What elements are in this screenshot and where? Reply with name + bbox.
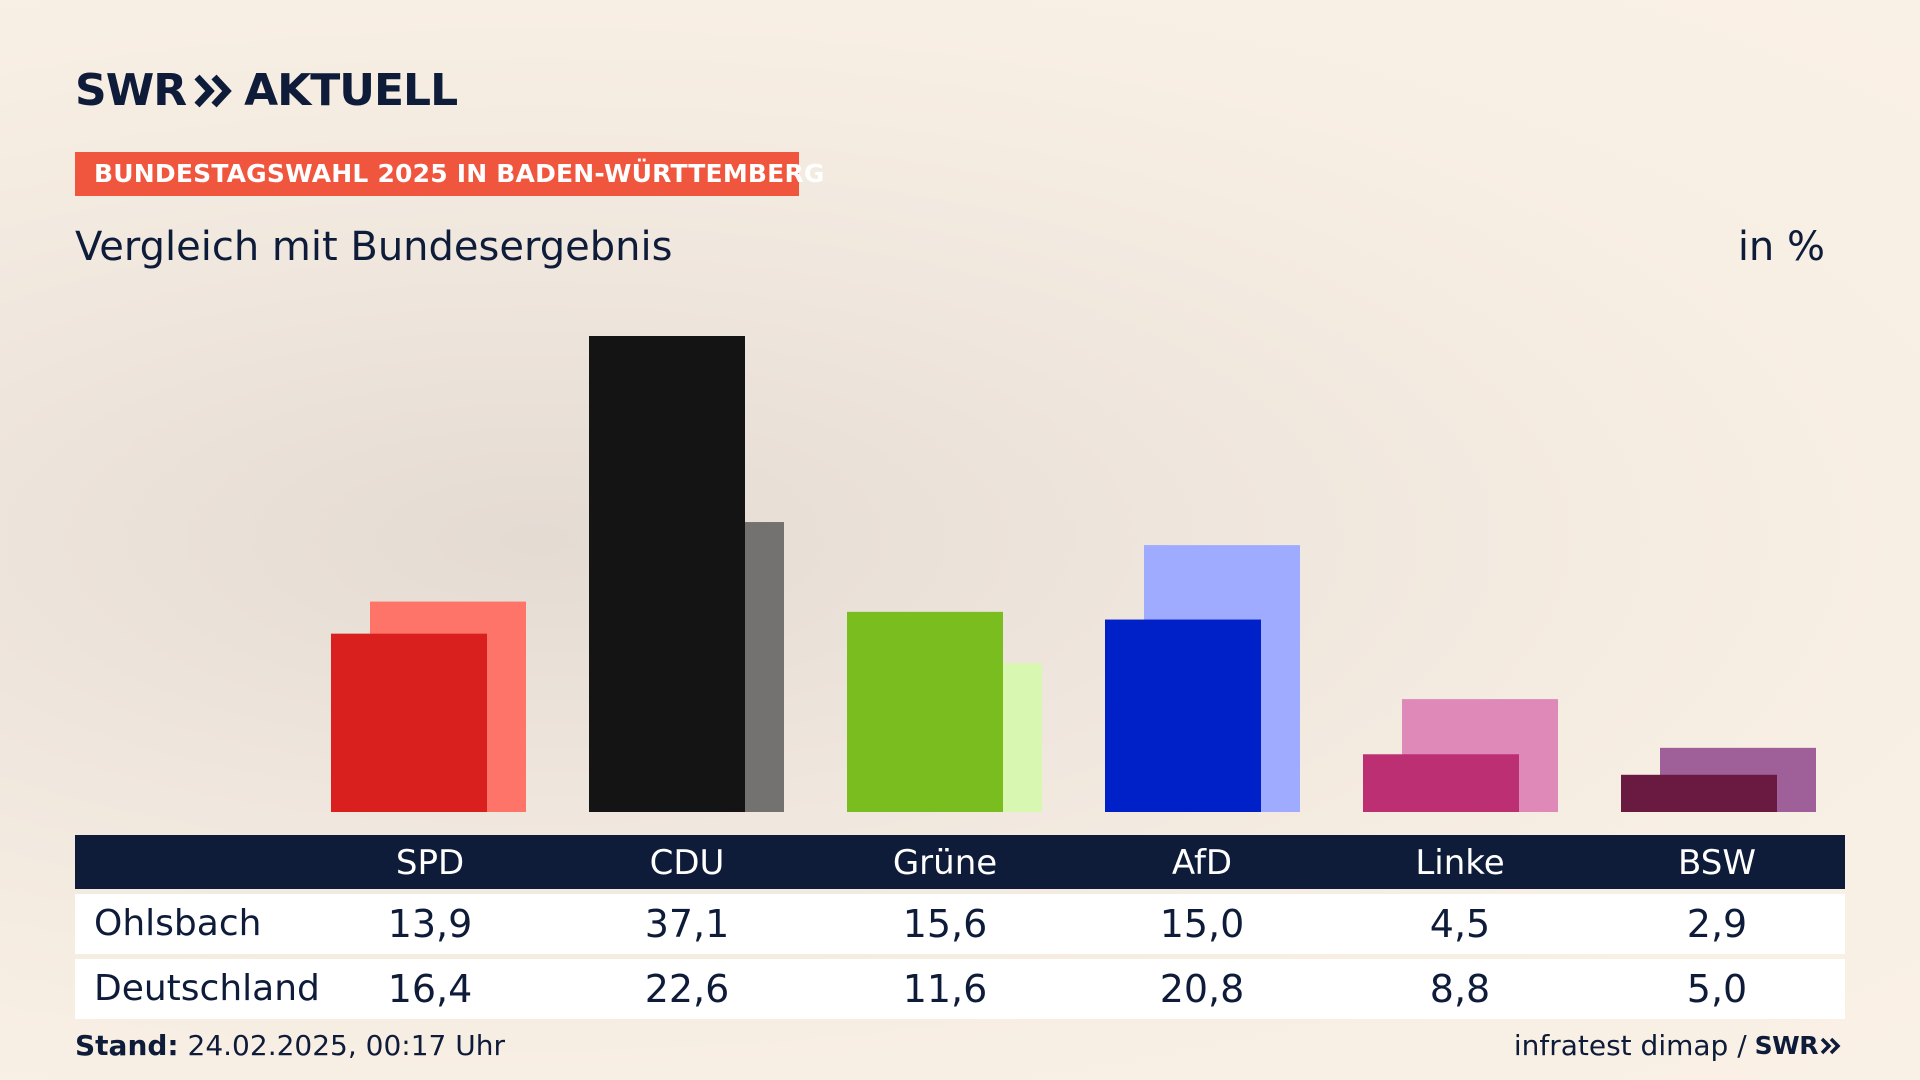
row-label: Deutschland	[94, 968, 320, 1009]
table-cell: 37,1	[644, 902, 730, 946]
row-label: Ohlsbach	[94, 903, 262, 944]
stand-label: Stand:	[75, 1029, 179, 1062]
table-cell: 16,4	[387, 967, 473, 1011]
bar-local-grüne	[847, 611, 1003, 812]
logo-swr-text: SWR	[75, 65, 187, 116]
table-cell: 8,8	[1429, 967, 1491, 1011]
double-chevron-icon	[194, 74, 232, 108]
stand-value: 24.02.2025, 00:17 Uhr	[187, 1029, 505, 1062]
column-header: Grüne	[892, 843, 998, 883]
logo-aktuell-text: AKTUELL	[244, 65, 458, 116]
column-header: Linke	[1415, 843, 1505, 883]
chart-subtitle: Vergleich mit Bundesergebnis	[75, 224, 673, 270]
table-cell: 4,5	[1429, 902, 1491, 946]
table-cell: 15,6	[902, 902, 988, 946]
table-row-national: Deutschland 16,4 22,6 11,6 20,8 8,8 5,0	[75, 959, 1845, 1019]
bar-local-spd	[331, 633, 487, 812]
election-tag: BUNDESTAGSWAHL 2025 IN BADEN-WÜRTTEMBERG	[75, 152, 824, 196]
table-cell: 5,0	[1686, 967, 1748, 1011]
table-cell: 11,6	[902, 967, 988, 1011]
column-header: BSW	[1678, 843, 1756, 883]
source-logo-text: SWR	[1754, 1031, 1819, 1060]
table-cell: 15,0	[1159, 902, 1245, 946]
bar-local-cdu	[589, 336, 745, 812]
swr-aktuell-logo: SWR AKTUELL	[75, 65, 458, 116]
results-table: SPD CDU Grüne AfD Linke BSW Ohlsbach 13,9 37,1…	[75, 835, 1845, 1019]
bar-local-afd	[1105, 619, 1261, 812]
table-cell: 20,8	[1159, 967, 1245, 1011]
double-chevron-icon	[1820, 1037, 1841, 1055]
source-text: infratest dimap /	[1513, 1029, 1747, 1062]
unit-label: in %	[1737, 224, 1825, 270]
bar-local-bsw	[1621, 774, 1777, 812]
table-row-local: Ohlsbach 13,9 37,1 15,6 15,0 4,5 2,9	[75, 894, 1845, 954]
column-header: CDU	[649, 843, 725, 883]
table-cell: 2,9	[1686, 902, 1748, 946]
source-credit: infratest dimap / SWR	[1514, 1028, 1842, 1064]
bar-local-linke	[1363, 754, 1519, 812]
table-cell: 22,6	[644, 967, 730, 1011]
timestamp: Stand: 24.02.2025, 00:17 Uhr	[75, 1028, 505, 1064]
column-header: AfD	[1171, 843, 1233, 883]
table-header: SPD CDU Grüne AfD Linke BSW	[75, 835, 1845, 889]
column-header: SPD	[395, 843, 465, 883]
table-cell: 13,9	[387, 902, 473, 946]
